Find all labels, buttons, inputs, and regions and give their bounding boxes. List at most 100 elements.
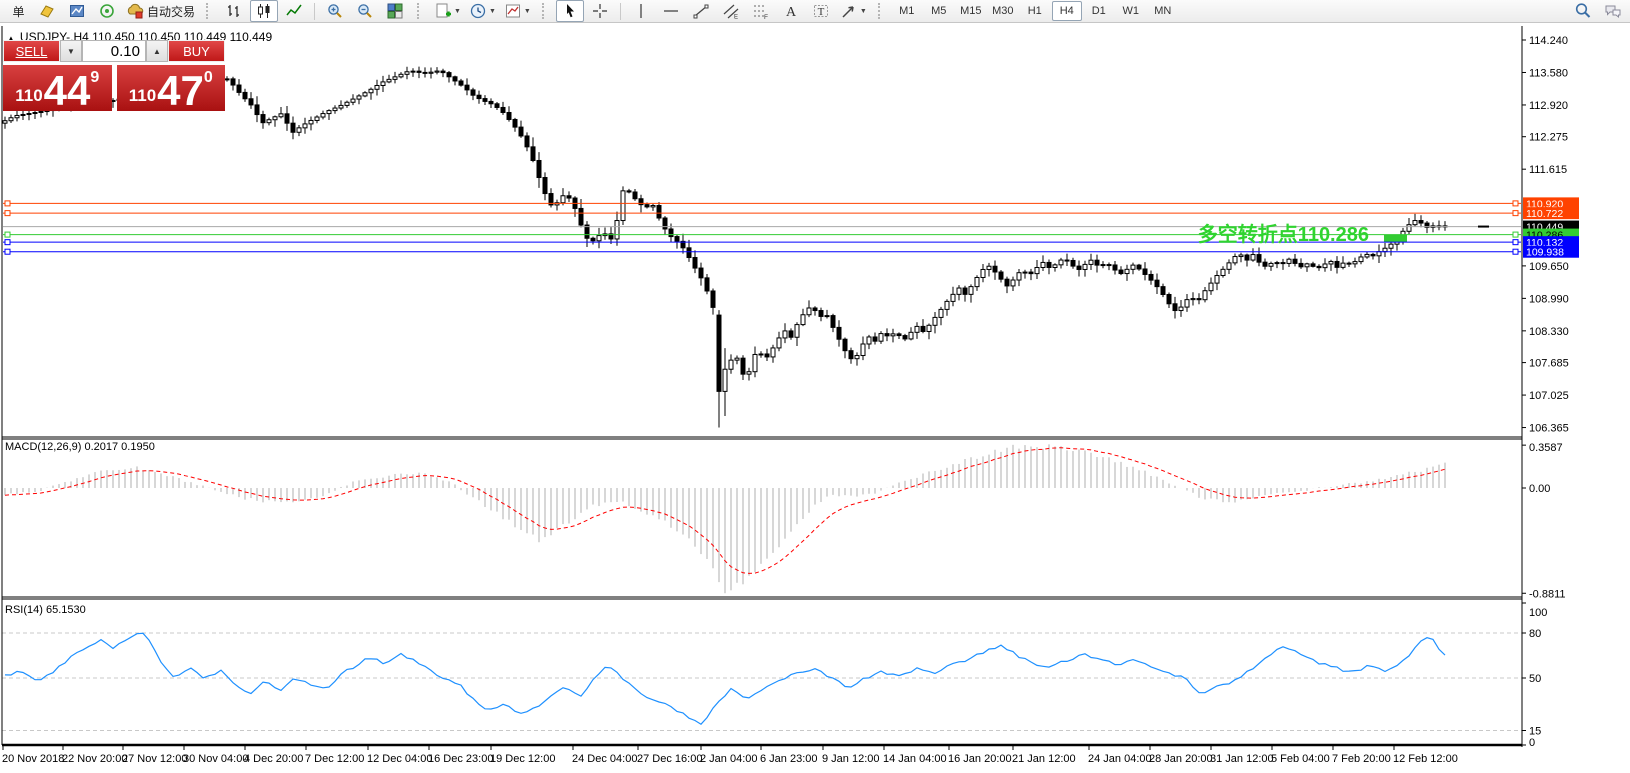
svg-text:E: E xyxy=(734,15,738,21)
svg-text:27 Dec 16:00: 27 Dec 16:00 xyxy=(637,753,702,765)
timeframe-D1[interactable]: D1 xyxy=(1091,5,1106,17)
svg-text:109.938: 109.938 xyxy=(1526,247,1564,259)
signal-button[interactable] xyxy=(93,0,121,22)
dropdown-arrow-icon[interactable]: ▼ xyxy=(523,7,531,15)
panel-borders xyxy=(1,26,1523,747)
cursor-icon xyxy=(566,4,574,18)
trendline-button[interactable] xyxy=(687,0,715,22)
tile-windows-button[interactable] xyxy=(381,0,409,22)
line-chart-icon xyxy=(286,4,302,16)
timeframe-M1[interactable]: M1 xyxy=(899,5,915,17)
svg-text:106.365: 106.365 xyxy=(1529,423,1569,435)
chat-icon xyxy=(1605,5,1621,19)
toolbar-separator xyxy=(314,2,316,20)
price-lines[interactable] xyxy=(3,200,1521,255)
buy-price-big: 47 xyxy=(157,66,204,114)
svg-text:6 Jan 23:00: 6 Jan 23:00 xyxy=(760,753,818,765)
svg-text:21 Jan 12:00: 21 Jan 12:00 xyxy=(1012,753,1076,765)
timeframe-M30[interactable]: M30 xyxy=(992,5,1014,17)
zoom-out-icon xyxy=(358,4,372,18)
timeframe-H1[interactable]: H1 xyxy=(1027,5,1042,17)
zoom-in-button[interactable] xyxy=(321,0,349,22)
svg-text:111.615: 111.615 xyxy=(1529,164,1567,176)
template-button[interactable]: ▼ xyxy=(501,0,534,22)
order-ticket-button[interactable] xyxy=(33,0,61,22)
svg-text:30 Nov 04:00: 30 Nov 04:00 xyxy=(183,753,248,765)
collapse-panel-icon[interactable]: ▲ xyxy=(7,34,15,43)
trendline-icon xyxy=(693,4,709,19)
svg-text:112.920: 112.920 xyxy=(1529,100,1568,112)
svg-text:9 Jan 12:00: 9 Jan 12:00 xyxy=(822,753,880,765)
svg-text:-0.8811: -0.8811 xyxy=(1529,588,1566,600)
channel-icon: E xyxy=(723,4,739,21)
timeframe-M15[interactable]: M15 xyxy=(960,5,982,17)
price-axis[interactable]: 114.240 113.580 112.920 112.275 111.615 109.6… xyxy=(1522,35,1579,435)
order-icon xyxy=(40,5,54,18)
timeframe-H4[interactable]: H4 xyxy=(1051,1,1082,21)
macd-axis: 0.3587 0.00 -0.8811 MACD(12,26,9) 0.2017 0.… xyxy=(5,441,1566,600)
candlestick-chart-button[interactable] xyxy=(250,0,279,22)
turning-point-annotation: 多空转折点110.286 xyxy=(1197,224,1369,246)
text-button[interactable]: A xyxy=(777,0,805,22)
horizontal-line-button[interactable] xyxy=(657,0,685,22)
svg-text:2 Jan 04:00: 2 Jan 04:00 xyxy=(700,753,758,765)
bar-chart-button[interactable] xyxy=(220,0,248,22)
svg-text:100: 100 xyxy=(1529,607,1547,619)
zoom-out-button[interactable] xyxy=(351,0,379,22)
volume-increase-button[interactable]: ▲ xyxy=(146,40,168,62)
svg-text:114.240: 114.240 xyxy=(1529,35,1568,47)
buy-button[interactable]: BUY xyxy=(168,40,225,62)
horizontal-line-icon xyxy=(663,10,678,12)
buy-price-prefix: 110 xyxy=(128,86,157,105)
dropdown-arrow-icon[interactable]: ▼ xyxy=(488,7,496,15)
volume-input[interactable]: 0.10 xyxy=(82,40,146,62)
svg-text:12 Dec 04:00: 12 Dec 04:00 xyxy=(367,753,432,765)
cursor-button[interactable] xyxy=(555,0,584,22)
svg-text:28 Jan 20:00: 28 Jan 20:00 xyxy=(1149,753,1213,765)
svg-text:113.580: 113.580 xyxy=(1529,67,1568,79)
sell-button[interactable]: SELL xyxy=(3,40,60,62)
svg-text:50: 50 xyxy=(1529,673,1541,685)
svg-text:31 Jan 12:00: 31 Jan 12:00 xyxy=(1210,753,1274,765)
shapes-button[interactable]: ▼ xyxy=(837,0,870,22)
new-order-button[interactable]: 单 xyxy=(12,4,25,19)
svg-text:T: T xyxy=(817,6,824,18)
svg-text:0.3587: 0.3587 xyxy=(1529,442,1563,454)
svg-text:0.00: 0.00 xyxy=(1529,483,1550,495)
fibonacci-button[interactable]: F xyxy=(747,0,775,22)
buy-price-button[interactable]: 110 47 0 xyxy=(116,65,225,114)
volume-decrease-button[interactable]: ▼ xyxy=(60,40,82,62)
text-icon: A xyxy=(786,5,797,20)
sell-price-big: 44 xyxy=(43,66,91,114)
vertical-line-icon xyxy=(640,4,642,18)
vertical-line-button[interactable] xyxy=(627,0,655,22)
svg-text:108.330: 108.330 xyxy=(1529,326,1569,338)
svg-text:7 Dec 12:00: 7 Dec 12:00 xyxy=(305,753,364,765)
channel-button[interactable]: E xyxy=(717,0,745,22)
magnifier-button[interactable] xyxy=(1569,0,1597,22)
charts-window-button[interactable] xyxy=(63,0,91,22)
svg-text:19 Dec 12:00: 19 Dec 12:00 xyxy=(490,753,555,765)
toolbar: 单 自动交易 ▼ ▼ ▼ E F A T ▼ M1 M5 M15 M30 H1 H4 D1 W1 MN xyxy=(0,0,1630,23)
sell-price-button[interactable]: 110 44 9 xyxy=(3,65,112,111)
label-button[interactable]: T xyxy=(807,0,835,22)
rsi-line xyxy=(4,632,1446,725)
timeframe-M5[interactable]: M5 xyxy=(931,5,947,17)
timeframe-MN[interactable]: MN xyxy=(1154,5,1172,17)
timeframe-W1[interactable]: W1 xyxy=(1122,5,1140,17)
green-signal-box[interactable] xyxy=(1384,234,1407,243)
template-icon xyxy=(505,4,520,18)
macd-title: MACD(12,26,9) 0.2017 0.1950 xyxy=(5,441,155,453)
chat-button[interactable] xyxy=(1599,0,1627,22)
line-chart-button[interactable] xyxy=(280,0,308,22)
add-indicator-button[interactable]: ▼ xyxy=(431,0,464,22)
rsi-title: RSI(14) 65.1530 xyxy=(5,604,86,616)
period-button[interactable]: ▼ xyxy=(466,0,499,22)
dropdown-arrow-icon[interactable]: ▼ xyxy=(859,7,867,15)
crosshair-button[interactable] xyxy=(586,0,614,22)
dropdown-arrow-icon[interactable]: ▼ xyxy=(454,7,461,15)
autotrade-button[interactable]: 自动交易 xyxy=(123,0,198,22)
one-click-trade-panel: SELL ▼ 0.10 ▲ BUY 110 44 9 110 47 0 xyxy=(3,40,225,111)
svg-text:5 Feb 04:00: 5 Feb 04:00 xyxy=(1271,753,1330,765)
